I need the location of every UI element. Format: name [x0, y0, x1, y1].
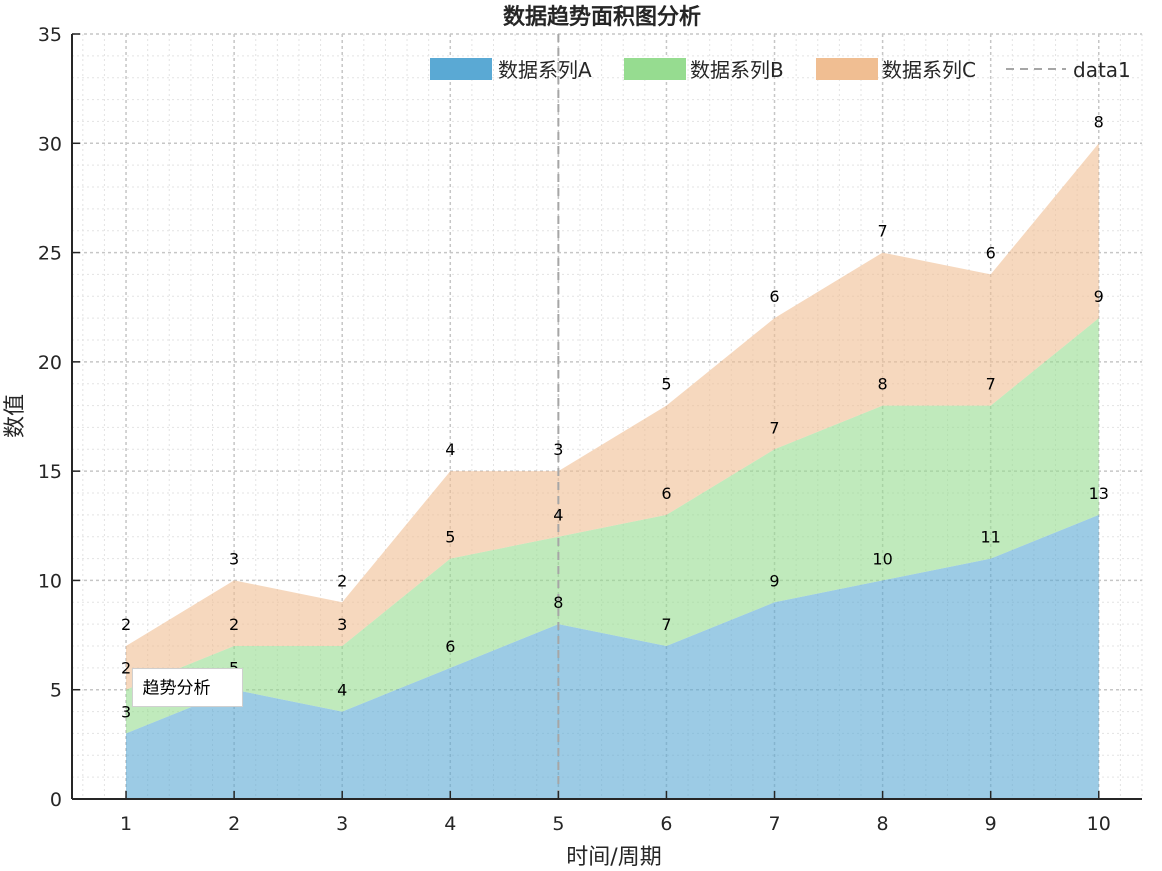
legend-label-series-b: 数据系列B	[690, 58, 784, 82]
x-tick-label: 4	[444, 813, 456, 835]
chart-title: 数据趋势面积图分析	[503, 4, 701, 30]
data-label-series-b: 7	[986, 375, 996, 394]
area-series-a	[126, 514, 1099, 799]
data-label-series-b: 9	[1094, 287, 1104, 306]
legend: 数据系列A 数据系列B 数据系列C data1	[430, 58, 1131, 82]
x-axis-label: 时间/周期	[566, 845, 661, 870]
y-tick-label: 5	[50, 680, 62, 702]
data-label-series-a: 10	[872, 549, 892, 568]
data-label-series-b: 4	[553, 506, 563, 525]
legend-label-reference-line: data1	[1073, 58, 1131, 82]
x-tick-label: 3	[336, 813, 348, 835]
data-label-series-c: 5	[661, 375, 671, 394]
area-series-b	[126, 318, 1099, 734]
data-label-series-a: 4	[337, 681, 347, 700]
legend-label-series-c: 数据系列C	[882, 58, 976, 82]
data-label-series-c: 2	[121, 615, 131, 634]
y-tick-label: 0	[50, 789, 62, 811]
data-label-series-b: 2	[121, 659, 131, 678]
x-tick-label: 8	[877, 813, 889, 835]
legend-swatch-series-a	[430, 58, 492, 80]
data-labels-group: 354687910111322354678792324356768	[121, 112, 1109, 721]
data-label-series-c: 7	[878, 222, 888, 241]
data-label-series-a: 11	[981, 528, 1001, 547]
data-label-series-b: 8	[878, 375, 888, 394]
y-tick-label: 15	[38, 461, 62, 483]
data-label-series-b: 6	[661, 484, 671, 503]
data-label-series-c: 8	[1094, 112, 1104, 131]
x-tick-label: 2	[228, 813, 240, 835]
data-label-series-a: 9	[769, 571, 779, 590]
y-tick-label: 30	[38, 133, 62, 155]
y-tick-label: 25	[38, 243, 62, 265]
data-label-series-c: 6	[986, 243, 996, 262]
annotation-box: 趋势分析	[131, 668, 243, 708]
area-series-group	[126, 143, 1099, 799]
data-label-series-b: 2	[229, 615, 239, 634]
x-tick-label: 5	[552, 813, 564, 835]
legend-swatch-series-b	[624, 58, 686, 80]
data-label-series-c: 3	[229, 549, 239, 568]
x-tick-label: 7	[768, 813, 780, 835]
data-label-series-b: 3	[337, 615, 347, 634]
legend-swatch-series-c	[816, 58, 878, 80]
y-tick-label: 10	[38, 570, 62, 592]
data-label-series-a: 8	[553, 593, 563, 612]
legend-label-series-a: 数据系列A	[498, 58, 592, 82]
y-axis-label: 数值	[3, 394, 28, 438]
data-label-series-a: 13	[1089, 484, 1109, 503]
axes-group	[71, 33, 1142, 800]
data-label-series-b: 5	[445, 528, 455, 547]
data-label-series-c: 6	[769, 287, 779, 306]
data-label-series-a: 3	[121, 702, 131, 721]
data-label-series-a: 7	[661, 615, 671, 634]
area-series-c	[126, 143, 1099, 690]
x-tick-label: 6	[660, 813, 672, 835]
annotation-text: 趋势分析	[142, 679, 210, 699]
data-label-series-c: 4	[445, 440, 455, 459]
x-tick-label: 9	[985, 813, 997, 835]
x-tick-label: 1	[120, 813, 132, 835]
data-label-series-c: 3	[553, 440, 563, 459]
y-tick-label: 35	[38, 24, 62, 46]
x-tick-label: 10	[1087, 813, 1111, 835]
data-label-series-b: 7	[769, 418, 779, 437]
data-label-series-c: 2	[337, 571, 347, 590]
data-label-series-a: 6	[445, 637, 455, 656]
y-tick-label: 20	[38, 352, 62, 374]
annotation-box-frame	[131, 668, 243, 708]
